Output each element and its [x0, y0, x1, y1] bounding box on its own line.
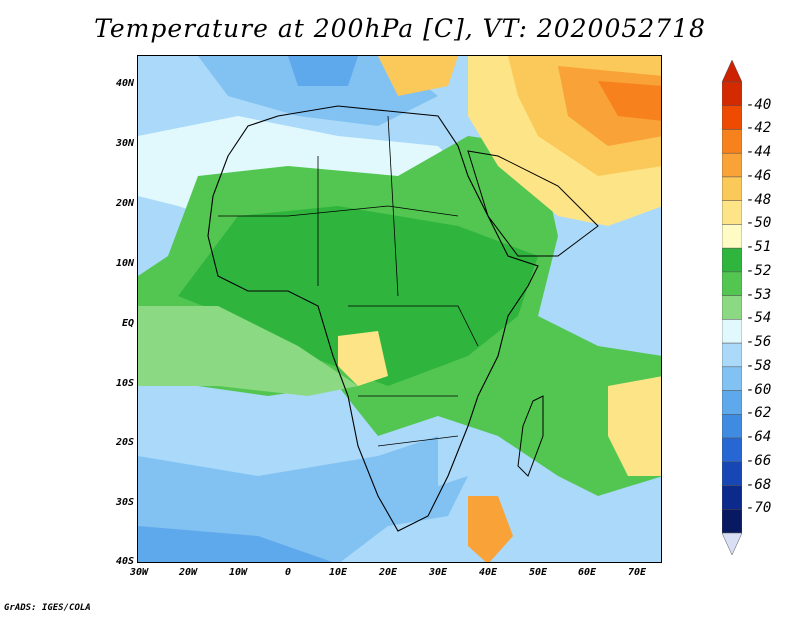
warm-patch-southeast [468, 496, 513, 562]
lat-tick-label: 20N [115, 198, 134, 209]
border-line-3 [387, 115, 399, 297]
colorbar-segment [721, 200, 743, 225]
colorbar-segment [721, 485, 743, 510]
colorbar-tick-label: -66 [746, 452, 772, 469]
colorbar-tick-label: -48 [746, 191, 772, 208]
lat-tick-label: 10S [115, 378, 134, 389]
lon-tick-label: 30W [129, 567, 149, 578]
colorbar-tick-label: -62 [746, 405, 772, 422]
lon-tick-label: 0 [284, 567, 292, 578]
lon-tick-label: 20W [178, 567, 198, 578]
madagascar-outline [517, 395, 544, 477]
colorbar-tick-label: -42 [746, 120, 772, 137]
colorbar-svg [721, 59, 743, 556]
colorbar-segment [721, 224, 743, 249]
colorbar-tick-label: -60 [746, 381, 772, 398]
lon-tick-label: 10E [328, 567, 348, 578]
lat-tick-label: 40S [115, 556, 134, 567]
tropical-core [178, 206, 538, 386]
lat-tick-label: EQ [121, 318, 134, 329]
colorbar-segment [721, 271, 743, 296]
colorbar-tick-label: -40 [746, 96, 772, 113]
colorbar-segment [721, 105, 743, 130]
colorbar-segment [721, 152, 743, 178]
lon-tick-label: 50E [528, 567, 548, 578]
colorbar-segment [721, 342, 743, 368]
colorbar-segment [721, 414, 743, 439]
africa-outline [207, 105, 539, 532]
colorbar-tick-label: -64 [746, 429, 772, 446]
warm-zone-balkans [378, 56, 458, 96]
colorbar-tick-label: -46 [746, 167, 772, 184]
lon-tick-label: 30E [428, 567, 448, 578]
credit-text: GrADS: IGES/COLA [4, 603, 91, 613]
colorbar-segment [721, 437, 743, 463]
colorbar-tick-label: -51 [746, 239, 772, 256]
colorbar-segment [721, 81, 743, 106]
coldest-zone-north [288, 56, 358, 86]
colorbar-segment [721, 509, 743, 534]
lon-tick-label: 20E [378, 567, 398, 578]
lon-tick-label: 40E [478, 567, 498, 578]
cold-zone-north [198, 56, 438, 126]
colorbar-tick-label: -54 [746, 310, 772, 327]
colorbar-top-arrow [721, 59, 743, 83]
border-line-4 [348, 305, 479, 347]
warm-patch-angola [338, 331, 388, 386]
lat-tick-label: 40N [115, 78, 134, 89]
colorbar-tick-label: -52 [746, 262, 772, 279]
colorbar-segment [721, 390, 743, 415]
lat-tick-label: 30N [115, 138, 134, 149]
colorbar-tick-label: -70 [746, 500, 772, 517]
colder-zone-south [138, 526, 333, 562]
lat-tick-label: 20S [115, 437, 134, 448]
colorbar-segment [721, 129, 743, 154]
cold-zone-south [138, 436, 468, 562]
colorbar-bottom-arrow [721, 532, 743, 556]
colorbar-tick-label: -50 [746, 215, 772, 232]
colorbar-tick-label: -44 [746, 144, 772, 161]
hot-core-middle-east [598, 81, 661, 121]
cool-zone-south-africa [438, 426, 468, 486]
map-canvas [138, 56, 661, 562]
lat-tick-label: 10N [115, 258, 134, 269]
colorbar-tick-label: -68 [746, 476, 772, 493]
colorbar-segment [721, 295, 743, 320]
colorbar-segment [721, 461, 743, 486]
map-title: Temperature at 200hPa [C], VT: 202005271… [94, 14, 706, 43]
tropical-edge-west [138, 306, 358, 396]
lat-tick-label: 30S [115, 497, 134, 508]
colorbar-tick-label: -56 [746, 334, 772, 351]
colorbar-segment [721, 247, 743, 273]
colorbar [721, 59, 743, 559]
temperature-map [137, 55, 662, 563]
border-line-6 [377, 435, 459, 447]
colorbar-segment [721, 319, 743, 344]
colorbar-tick-label: -58 [746, 357, 772, 374]
colorbar-tick-label: -53 [746, 286, 772, 303]
arabia-outline [467, 150, 599, 257]
border-line-1 [218, 205, 459, 217]
lon-tick-label: 60E [577, 567, 597, 578]
lon-tick-label: 10W [228, 567, 248, 578]
colorbar-segment [721, 366, 743, 391]
lon-tick-label: 70E [627, 567, 647, 578]
colorbar-segment [721, 176, 743, 201]
warm-patch-indian-ocean [608, 376, 661, 476]
